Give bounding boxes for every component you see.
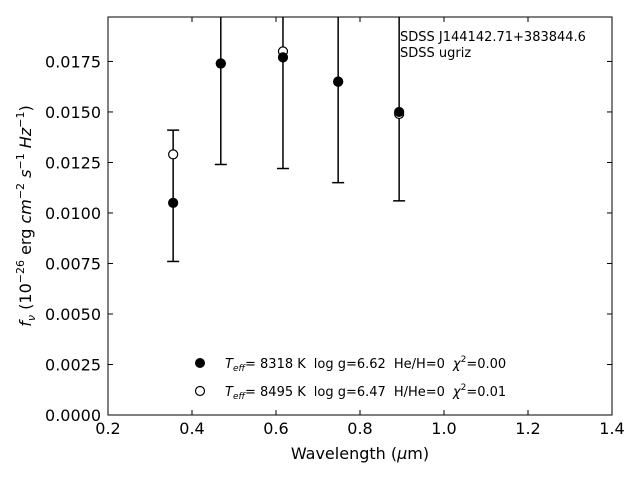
data-point-open (168, 149, 179, 160)
y-tick-label: 0.0150 (45, 103, 101, 122)
y-tick-label: 0.0050 (45, 305, 101, 324)
y-tick-label: 0.0125 (45, 153, 101, 172)
y-tick-label: 0.0100 (45, 204, 101, 223)
y-tick-label: 0.0075 (45, 254, 101, 273)
x-tick-label: 0.4 (179, 419, 204, 438)
y-axis-label: fν (10−26 erg cm−2 s−1 Hz−1) (14, 105, 38, 326)
x-axis-label: Wavelength (μm) (291, 444, 429, 463)
legend-marker-filled (195, 358, 205, 368)
x-tick-label: 1.2 (515, 419, 540, 438)
data-point-filled (333, 76, 344, 87)
x-tick-label: 1.4 (599, 419, 624, 438)
y-tick-label: 0.0175 (45, 52, 101, 71)
data-point-filled (277, 52, 289, 63)
x-tick-label: 0.8 (347, 419, 372, 438)
plot-frame (107, 16, 613, 416)
plot-content (167, 17, 406, 263)
data-point-filled (215, 58, 226, 69)
y-tick-label: 0.0000 (45, 406, 101, 425)
survey-annotation: SDSS ugriz (400, 46, 471, 61)
legend-marker-open (194, 385, 206, 397)
x-tick-label: 1.0 (431, 419, 456, 438)
axes: 0.2 0.4 0.6 0.8 1.0 1.2 1.4 0.0000 0.0025 0.0050 0… (45, 17, 625, 438)
data-point-filled (168, 197, 179, 208)
y-tick-label: 0.0025 (45, 355, 101, 374)
data-point-filled (394, 106, 405, 118)
object-name-annotation: SDSS J144142.71+383844.6 (400, 30, 586, 45)
x-tick-label: 0.2 (95, 419, 120, 438)
x-tick-label: 0.6 (263, 419, 288, 438)
